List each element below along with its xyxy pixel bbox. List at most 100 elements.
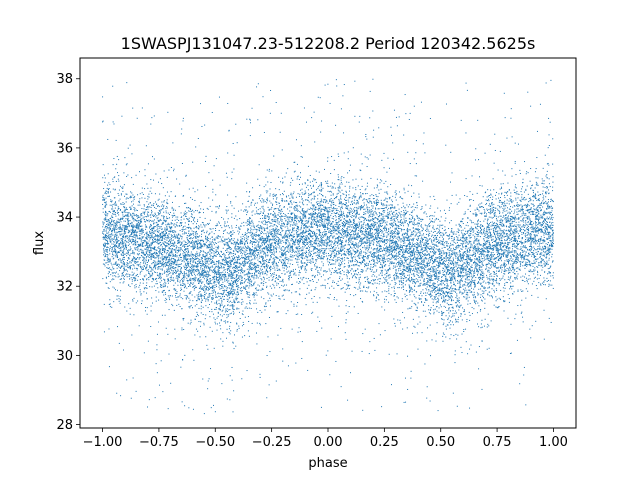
data-point (321, 189, 323, 191)
data-point (152, 228, 154, 230)
data-point (467, 353, 469, 355)
data-point (371, 275, 373, 277)
data-point (493, 272, 495, 274)
data-point (494, 225, 496, 227)
data-point (142, 282, 144, 284)
data-point (508, 237, 510, 239)
data-point (445, 291, 447, 293)
data-point (546, 187, 548, 189)
data-point (131, 221, 133, 223)
data-point (253, 226, 255, 228)
data-point (161, 201, 163, 203)
data-point (396, 210, 398, 212)
data-point (128, 303, 130, 305)
data-point (206, 279, 208, 281)
data-point (520, 252, 522, 254)
data-point (374, 262, 376, 264)
data-point (248, 273, 250, 275)
data-point (401, 247, 403, 249)
data-point (499, 221, 501, 223)
data-point (255, 269, 257, 271)
data-point (511, 288, 513, 290)
data-point (394, 206, 396, 208)
data-point (135, 275, 137, 277)
data-point (386, 258, 388, 260)
data-point (382, 221, 384, 223)
data-point (483, 244, 485, 246)
data-point (181, 260, 183, 262)
data-point (394, 191, 396, 193)
data-point (426, 286, 428, 288)
data-point (509, 225, 511, 227)
data-point (419, 252, 421, 254)
data-point (173, 224, 175, 226)
data-point (466, 256, 468, 258)
data-point (271, 262, 273, 264)
data-point (431, 247, 433, 249)
data-point (383, 256, 385, 258)
data-point (189, 207, 191, 209)
data-point (371, 255, 373, 257)
data-point (351, 244, 353, 246)
data-point (338, 155, 340, 157)
data-point (535, 243, 537, 245)
data-point (499, 237, 501, 239)
data-point (112, 204, 114, 206)
data-point (154, 397, 156, 399)
data-point (510, 263, 512, 265)
data-point (177, 270, 179, 272)
data-point (394, 245, 396, 247)
data-point (332, 221, 334, 223)
data-point (485, 290, 487, 292)
data-point (276, 197, 278, 199)
data-point (529, 234, 531, 236)
data-point (181, 222, 183, 224)
data-point (310, 223, 312, 225)
data-point (202, 261, 204, 263)
data-point (368, 281, 370, 283)
data-point (168, 273, 170, 275)
data-point (462, 223, 464, 225)
data-point (447, 319, 449, 321)
data-point (302, 235, 304, 237)
data-point (124, 210, 126, 212)
data-point (111, 224, 113, 226)
data-point (163, 211, 165, 213)
data-point (347, 229, 349, 231)
data-point (102, 194, 104, 196)
data-point (305, 229, 307, 231)
data-point (323, 234, 325, 236)
data-point (155, 207, 157, 209)
data-point (225, 209, 227, 211)
data-point (246, 248, 248, 250)
data-point (211, 248, 213, 250)
data-point (452, 259, 454, 261)
data-point (130, 229, 132, 231)
data-point (436, 245, 438, 247)
data-point (281, 225, 283, 227)
data-point (406, 279, 408, 281)
data-point (238, 258, 240, 260)
data-point (247, 262, 249, 264)
data-point (235, 279, 237, 281)
data-point (494, 236, 496, 238)
data-point (293, 222, 295, 224)
data-point (344, 254, 346, 256)
data-point (472, 274, 474, 276)
data-point (175, 295, 177, 297)
data-point (138, 325, 140, 327)
data-point (258, 261, 260, 263)
data-point (405, 249, 407, 251)
data-point (159, 240, 161, 242)
data-point (251, 276, 253, 278)
data-point (424, 242, 426, 244)
data-point (508, 298, 510, 300)
data-point (495, 207, 497, 209)
data-point (173, 212, 175, 214)
data-point (146, 244, 148, 246)
data-point (428, 262, 430, 264)
data-point (367, 209, 369, 211)
data-point (344, 283, 346, 285)
data-point (379, 182, 381, 184)
data-point (426, 283, 428, 285)
